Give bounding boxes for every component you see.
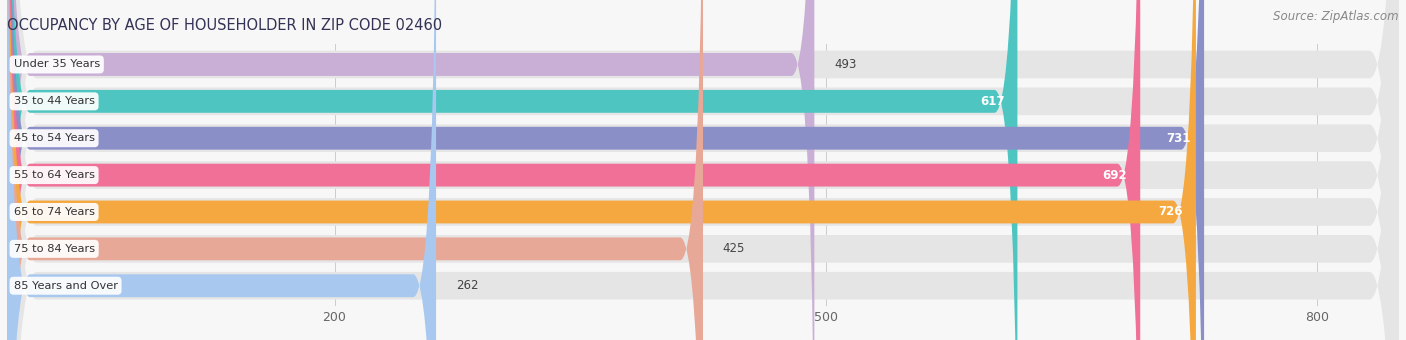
Text: 55 to 64 Years: 55 to 64 Years xyxy=(14,170,94,180)
FancyBboxPatch shape xyxy=(7,0,814,340)
FancyBboxPatch shape xyxy=(7,0,1399,340)
Text: 617: 617 xyxy=(980,95,1004,108)
Text: 726: 726 xyxy=(1159,205,1182,219)
Text: Under 35 Years: Under 35 Years xyxy=(14,59,100,69)
Text: 35 to 44 Years: 35 to 44 Years xyxy=(14,96,94,106)
Text: 65 to 74 Years: 65 to 74 Years xyxy=(14,207,94,217)
Text: Source: ZipAtlas.com: Source: ZipAtlas.com xyxy=(1274,10,1399,23)
Text: 731: 731 xyxy=(1167,132,1191,145)
Text: 262: 262 xyxy=(456,279,478,292)
FancyBboxPatch shape xyxy=(7,0,1399,340)
FancyBboxPatch shape xyxy=(7,0,1140,340)
Text: 75 to 84 Years: 75 to 84 Years xyxy=(14,244,94,254)
Text: 85 Years and Over: 85 Years and Over xyxy=(14,281,118,291)
FancyBboxPatch shape xyxy=(7,0,703,340)
FancyBboxPatch shape xyxy=(7,0,1399,340)
Text: 692: 692 xyxy=(1102,169,1128,182)
FancyBboxPatch shape xyxy=(7,0,1399,340)
Text: 45 to 54 Years: 45 to 54 Years xyxy=(14,133,94,143)
FancyBboxPatch shape xyxy=(7,0,1399,340)
Text: OCCUPANCY BY AGE OF HOUSEHOLDER IN ZIP CODE 02460: OCCUPANCY BY AGE OF HOUSEHOLDER IN ZIP C… xyxy=(7,18,441,33)
FancyBboxPatch shape xyxy=(7,0,1197,340)
FancyBboxPatch shape xyxy=(7,0,1018,340)
FancyBboxPatch shape xyxy=(7,0,1204,340)
Text: 493: 493 xyxy=(834,58,856,71)
FancyBboxPatch shape xyxy=(7,0,436,340)
FancyBboxPatch shape xyxy=(7,0,1399,340)
Text: 425: 425 xyxy=(723,242,745,255)
FancyBboxPatch shape xyxy=(7,0,1399,340)
